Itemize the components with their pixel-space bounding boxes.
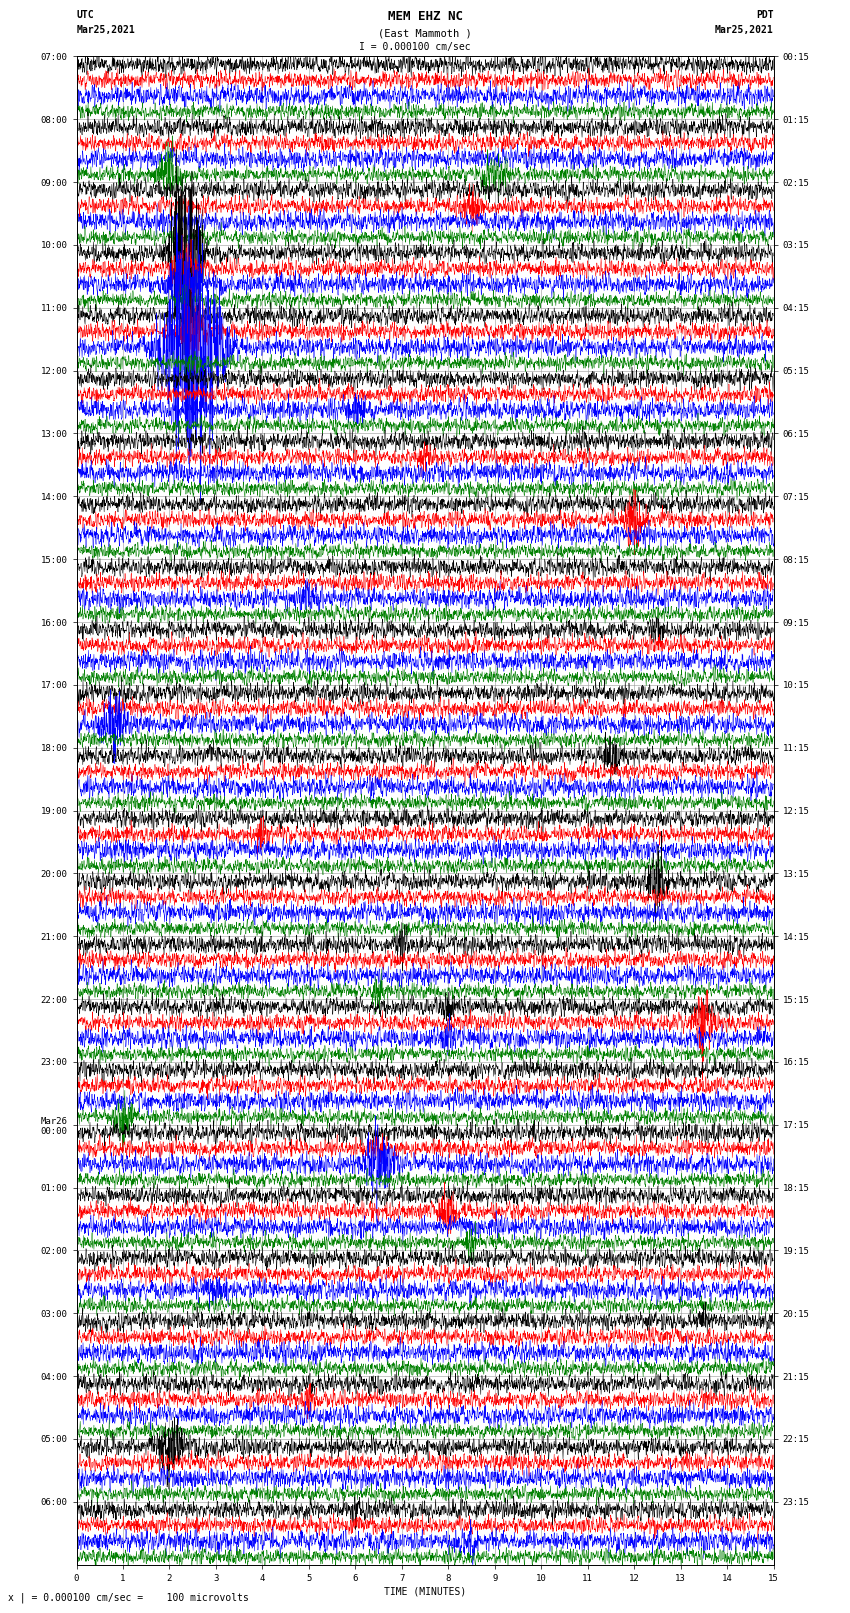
Text: UTC: UTC xyxy=(76,10,94,21)
Text: MEM EHZ NC: MEM EHZ NC xyxy=(388,10,462,23)
Text: PDT: PDT xyxy=(756,10,774,21)
X-axis label: TIME (MINUTES): TIME (MINUTES) xyxy=(384,1587,466,1597)
Text: I = 0.000100 cm/sec: I = 0.000100 cm/sec xyxy=(359,42,470,52)
Text: (East Mammoth ): (East Mammoth ) xyxy=(378,29,472,39)
Text: x | = 0.000100 cm/sec =    100 microvolts: x | = 0.000100 cm/sec = 100 microvolts xyxy=(8,1592,249,1603)
Text: Mar25,2021: Mar25,2021 xyxy=(715,26,774,35)
Text: Mar25,2021: Mar25,2021 xyxy=(76,26,135,35)
